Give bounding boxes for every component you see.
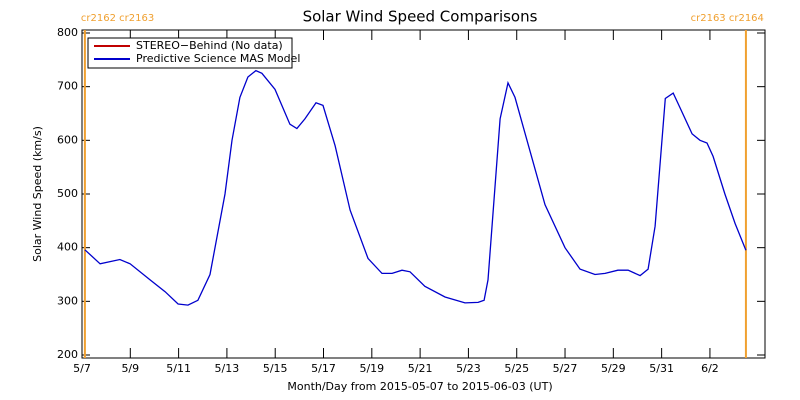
x-tick-label: 5/7 <box>73 362 91 375</box>
x-tick-label: 5/15 <box>263 362 288 375</box>
y-tick-label: 700 <box>57 80 78 93</box>
y-axis-label: Solar Wind Speed (km/s) <box>31 126 44 262</box>
x-tick-label: 5/25 <box>504 362 529 375</box>
x-tick-label: 5/27 <box>553 362 578 375</box>
x-tick-label: 5/19 <box>359 362 384 375</box>
series-line <box>84 69 747 306</box>
y-tick-label: 400 <box>57 241 78 254</box>
y-tick-label: 200 <box>57 348 78 361</box>
x-tick-label: 5/21 <box>408 362 433 375</box>
rotation-label: cr2162 cr2163 <box>81 13 154 24</box>
y-tick-label: 600 <box>57 133 78 146</box>
y-tick-label: 800 <box>57 26 78 39</box>
y-tick-label: 300 <box>57 294 78 307</box>
legend-label: STEREO−Behind (No data) <box>136 39 283 52</box>
y-tick-label: 500 <box>57 187 78 200</box>
x-tick-label: 5/11 <box>166 362 191 375</box>
legend-label: Predictive Science MAS Model <box>136 52 300 65</box>
x-tick-label: 5/9 <box>121 362 139 375</box>
x-axis-label: Month/Day from 2015-05-07 to 2015-06-03 … <box>287 380 552 393</box>
rotation-label: cr2163 cr2164 <box>691 13 764 24</box>
chart-title: Solar Wind Speed Comparisons <box>303 8 538 26</box>
x-tick-label: 5/23 <box>456 362 481 375</box>
x-tick-label: 6/2 <box>701 362 719 375</box>
x-tick-label: 5/29 <box>601 362 626 375</box>
x-tick-label: 5/13 <box>215 362 240 375</box>
legend-box <box>87 37 293 69</box>
x-tick-label: 5/17 <box>311 362 336 375</box>
x-tick-label: 5/31 <box>649 362 674 375</box>
